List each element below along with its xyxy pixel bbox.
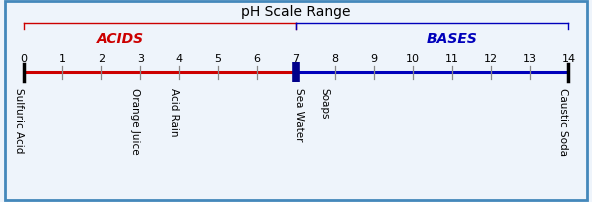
- Text: Caustic Soda: Caustic Soda: [558, 87, 568, 155]
- Text: ACIDS: ACIDS: [97, 32, 144, 45]
- Text: pH Scale Range: pH Scale Range: [242, 5, 350, 19]
- Text: Sea Water: Sea Water: [294, 87, 304, 140]
- Text: 4: 4: [176, 54, 183, 63]
- Text: 13: 13: [523, 54, 536, 63]
- Text: 14: 14: [561, 54, 575, 63]
- Text: Orange Juice: Orange Juice: [130, 87, 140, 154]
- Text: 1: 1: [59, 54, 66, 63]
- Text: 6: 6: [253, 54, 260, 63]
- Text: 0: 0: [20, 54, 27, 63]
- Text: 5: 5: [215, 54, 221, 63]
- Text: 3: 3: [137, 54, 144, 63]
- Text: 12: 12: [484, 54, 498, 63]
- Text: 7: 7: [292, 54, 300, 63]
- Text: Sulfuric Acid: Sulfuric Acid: [14, 87, 24, 152]
- Text: Acid Rain: Acid Rain: [169, 87, 179, 135]
- Text: BASES: BASES: [426, 32, 477, 45]
- Text: 9: 9: [370, 54, 378, 63]
- Text: 2: 2: [98, 54, 105, 63]
- Text: 8: 8: [332, 54, 339, 63]
- Text: 11: 11: [445, 54, 459, 63]
- Text: 10: 10: [406, 54, 420, 63]
- Text: Soaps: Soaps: [319, 87, 329, 119]
